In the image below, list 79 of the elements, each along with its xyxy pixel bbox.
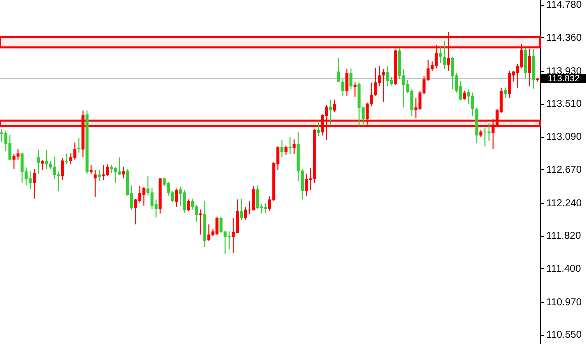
candlestick [236,199,240,234]
candlestick [350,68,353,90]
candlestick [94,170,97,198]
candlestick [354,82,357,98]
candlestick [317,120,320,138]
y-tick-label: 114.360 [546,32,582,44]
candlestick [61,158,64,181]
candlestick [451,56,454,90]
candlestick [41,159,44,171]
candlestick [434,44,438,70]
candlestick [187,199,190,212]
candlestick [305,173,308,198]
candlestick [386,66,390,88]
candlestick [333,99,336,113]
candlestick [410,88,414,117]
candlestick [12,154,16,170]
candlestick [504,88,507,99]
y-tick-label: 112.670 [546,164,582,176]
candlestick [472,92,475,117]
candlestick [20,152,24,184]
candlestick [447,31,450,72]
candlestick [53,156,56,180]
candlestick [106,164,110,177]
y-tick-label: 114.780 [546,0,582,12]
candlestick [220,216,223,234]
candlestick [284,145,288,156]
candlestick [118,157,122,176]
candlestick [216,216,219,236]
candlestick [439,47,442,64]
candlestick [244,206,248,220]
candlestick [37,149,40,174]
candlestick [338,58,341,82]
candlestick [346,68,349,96]
candlestick [8,134,12,162]
candlestick [208,224,211,242]
candlestick [252,186,256,212]
candlestick [28,171,32,190]
candlestick [33,168,36,200]
y-tick-label: 111.820 [546,231,582,242]
candlestick [45,150,48,170]
y-tick-label: 110.550 [546,330,582,342]
candlestick [528,48,532,88]
candlestick [142,186,146,206]
y-tick-label: 112.240 [546,198,582,210]
candlestick [175,188,178,208]
candlestick [98,170,101,182]
candlestick [240,198,244,220]
candlestick [150,187,154,210]
candlestick [342,78,345,96]
candlestick [102,164,106,181]
candlestick [0,128,4,144]
candlestick [199,209,202,236]
candlestick [264,203,268,214]
y-tick-label: 113.510 [546,99,582,110]
candlestick [382,68,386,103]
candlestick [467,89,470,106]
candlestick [443,40,446,70]
candlestick [78,138,81,154]
candlestick [57,171,60,192]
candlestick [374,67,378,96]
candlestick [74,142,77,160]
candlestick [280,140,284,158]
candlestick [325,104,328,141]
candlestick [195,204,198,223]
candlestick [524,48,528,80]
candlestick [508,70,512,99]
candlestick [179,186,182,206]
y-tick-label: 113.090 [546,132,582,144]
candlestick [114,166,118,184]
candlestick [183,190,186,214]
candlestick [520,44,524,70]
candlestick [256,185,260,210]
y-tick-label: 110.970 [546,297,582,308]
candlestick [329,99,332,126]
candlestick [488,122,491,142]
candlestick [70,153,73,166]
candlestick [122,166,126,180]
candlestick [16,148,20,160]
y-tick-label: 111.400 [546,264,582,275]
